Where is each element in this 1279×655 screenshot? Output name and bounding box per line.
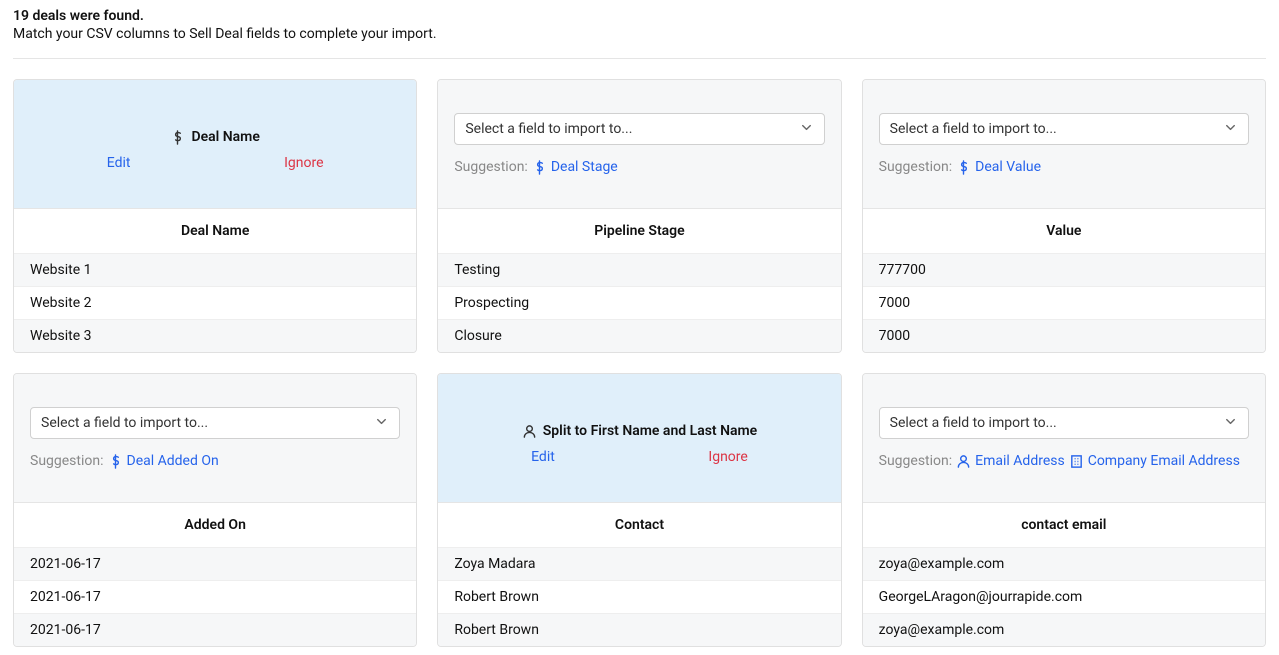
mapped-field-row: Deal Name (170, 129, 259, 145)
person-icon (956, 454, 971, 469)
dollar-icon (108, 454, 123, 469)
mapped-actions: Edit Ignore (30, 155, 400, 171)
chevron-down-icon (799, 120, 814, 139)
suggestion-text: Deal Stage (551, 159, 618, 175)
sample-row: Website 3 (14, 319, 416, 352)
sample-rows: 77770070007000 (863, 253, 1265, 352)
person-icon (522, 424, 537, 439)
mapped-field-label: Split to First Name and Last Name (543, 423, 757, 439)
suggestion-row: Suggestion: Deal Added On (30, 453, 400, 469)
dollar-icon (956, 160, 971, 175)
sample-row: 2021-06-17 (14, 613, 416, 646)
suggestion-text: Email Address (975, 453, 1065, 469)
sample-row: 7000 (863, 286, 1265, 319)
suggestion-link[interactable]: Deal Value (956, 159, 1041, 175)
suggestion-label: Suggestion: (879, 159, 953, 175)
mapping-card: Select a field to import to... Suggestion… (862, 373, 1266, 647)
select-placeholder: Select a field to import to... (41, 415, 208, 431)
field-select[interactable]: Select a field to import to... (879, 113, 1249, 145)
suggestion-text: Company Email Address (1088, 453, 1240, 469)
mapped-field-row: Split to First Name and Last Name (522, 423, 757, 439)
column-header: contact email (863, 502, 1265, 547)
chevron-down-icon (1223, 414, 1238, 433)
column-header: Contact (438, 502, 840, 547)
intro-sub: Match your CSV columns to Sell Deal fiel… (13, 26, 1266, 42)
mapping-card: Select a field to import to... Suggestion… (437, 79, 841, 353)
mapped-field-label: Deal Name (191, 129, 259, 145)
sample-row: Website 1 (14, 253, 416, 286)
sample-row: Zoya Madara (438, 547, 840, 580)
card-header: Select a field to import to... Suggestion… (14, 374, 416, 502)
sample-rows: Zoya MadaraRobert BrownRobert Brown (438, 547, 840, 646)
card-header: Select a field to import to... Suggestion… (863, 80, 1265, 208)
card-header: Select a field to import to... Suggestion… (438, 80, 840, 208)
suggestion-label: Suggestion: (30, 453, 104, 469)
sample-row: 2021-06-17 (14, 580, 416, 613)
column-header: Added On (14, 502, 416, 547)
suggestion-text: Deal Value (975, 159, 1041, 175)
suggestion-label: Suggestion: (879, 453, 953, 469)
column-header: Value (863, 208, 1265, 253)
chevron-down-icon (1223, 120, 1238, 135)
mapping-card: Split to First Name and Last Name Edit Ign… (437, 373, 841, 647)
dollar-icon (170, 130, 185, 145)
sample-row: GeorgeLAragon@jourrapide.com (863, 580, 1265, 613)
suggestion-link[interactable]: Email Address (956, 453, 1065, 469)
sample-row: 7000 (863, 319, 1265, 352)
sample-row: zoya@example.com (863, 613, 1265, 646)
suggestion-row: Suggestion: Email Address Company Email Ad… (879, 453, 1249, 469)
mapping-card: Select a field to import to... Suggestion… (13, 373, 417, 647)
divider (13, 58, 1266, 59)
sample-row: Website 2 (14, 286, 416, 319)
suggestion-link[interactable]: Deal Stage (532, 159, 618, 175)
select-placeholder: Select a field to import to... (890, 121, 1057, 137)
column-header: Deal Name (14, 208, 416, 253)
mapped-actions: Edit Ignore (454, 449, 824, 465)
chevron-down-icon (1223, 120, 1238, 139)
suggestion-label: Suggestion: (454, 159, 528, 175)
suggestion-link[interactable]: Deal Added On (108, 453, 219, 469)
field-select[interactable]: Select a field to import to... (454, 113, 824, 145)
mapping-card: Deal NameEditIgnoreDeal NameWebsite 1Web… (13, 79, 417, 353)
select-placeholder: Select a field to import to... (890, 415, 1057, 431)
mapping-card: Select a field to import to... Suggestion… (862, 79, 1266, 353)
edit-link[interactable]: Edit (531, 449, 555, 465)
sample-row: 777700 (863, 253, 1265, 286)
sample-row: Testing (438, 253, 840, 286)
chevron-down-icon (799, 120, 814, 135)
suggestion-row: Suggestion: Deal Value (879, 159, 1249, 175)
chevron-down-icon (374, 414, 389, 433)
sample-rows: Website 1Website 2Website 3 (14, 253, 416, 352)
sample-row: Prospecting (438, 286, 840, 319)
mapping-grid: Deal NameEditIgnoreDeal NameWebsite 1Web… (13, 79, 1266, 647)
field-select[interactable]: Select a field to import to... (879, 407, 1249, 439)
sample-rows: zoya@example.comGeorgeLAragon@jourrapide… (863, 547, 1265, 646)
sample-rows: TestingProspectingClosure (438, 253, 840, 352)
suggestion-text: Deal Added On (127, 453, 219, 469)
card-header: Select a field to import to... Suggestion… (863, 374, 1265, 502)
edit-link[interactable]: Edit (107, 155, 131, 171)
column-header: Pipeline Stage (438, 208, 840, 253)
ignore-link[interactable]: Ignore (708, 449, 747, 465)
sample-row: Robert Brown (438, 580, 840, 613)
dollar-icon (532, 160, 547, 175)
field-select[interactable]: Select a field to import to... (30, 407, 400, 439)
select-placeholder: Select a field to import to... (465, 121, 632, 137)
sample-row: 2021-06-17 (14, 547, 416, 580)
ignore-link[interactable]: Ignore (284, 155, 323, 171)
chevron-down-icon (1223, 414, 1238, 429)
sample-row: Robert Brown (438, 613, 840, 646)
chevron-down-icon (374, 414, 389, 429)
sample-row: zoya@example.com (863, 547, 1265, 580)
sample-rows: 2021-06-172021-06-172021-06-17 (14, 547, 416, 646)
suggestion-link[interactable]: Company Email Address (1069, 453, 1240, 469)
suggestion-row: Suggestion: Deal Stage (454, 159, 824, 175)
card-header: Deal Name Edit Ignore (14, 80, 416, 208)
building-icon (1069, 454, 1084, 469)
intro-count: 19 deals were found. (13, 8, 1266, 24)
card-header: Split to First Name and Last Name Edit Ign… (438, 374, 840, 502)
sample-row: Closure (438, 319, 840, 352)
